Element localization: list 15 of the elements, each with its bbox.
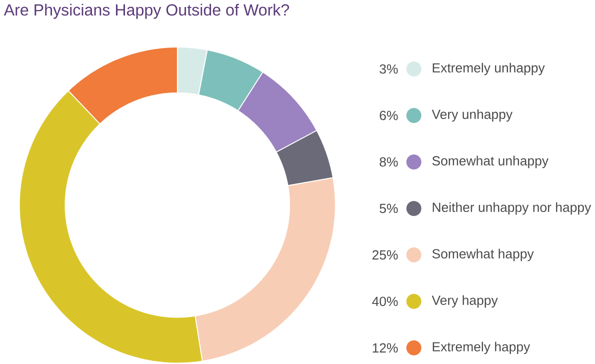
legend-label: Very happy [432, 295, 498, 308]
data-label: 40% [372, 296, 398, 306]
legend-label: Somewhat happy [432, 248, 534, 262]
data-label: 25% [372, 250, 398, 260]
data-label: 5% [380, 204, 398, 214]
legend-label: Neither unhappy nor happy [432, 202, 592, 215]
legend-label: Somewhat unhappy [432, 156, 548, 168]
data-label: 12% [372, 343, 398, 353]
legend-label: Extremely unhappy [432, 63, 545, 76]
data-label: 8% [380, 157, 398, 167]
chart-title: Are Physicians Happy Outside of Work? [4, 4, 290, 20]
data-label: 3% [380, 64, 398, 74]
legend-label: Extremely happy [432, 342, 530, 354]
legend-label: Very unhappy [432, 110, 513, 122]
data-label: 6% [380, 111, 398, 120]
